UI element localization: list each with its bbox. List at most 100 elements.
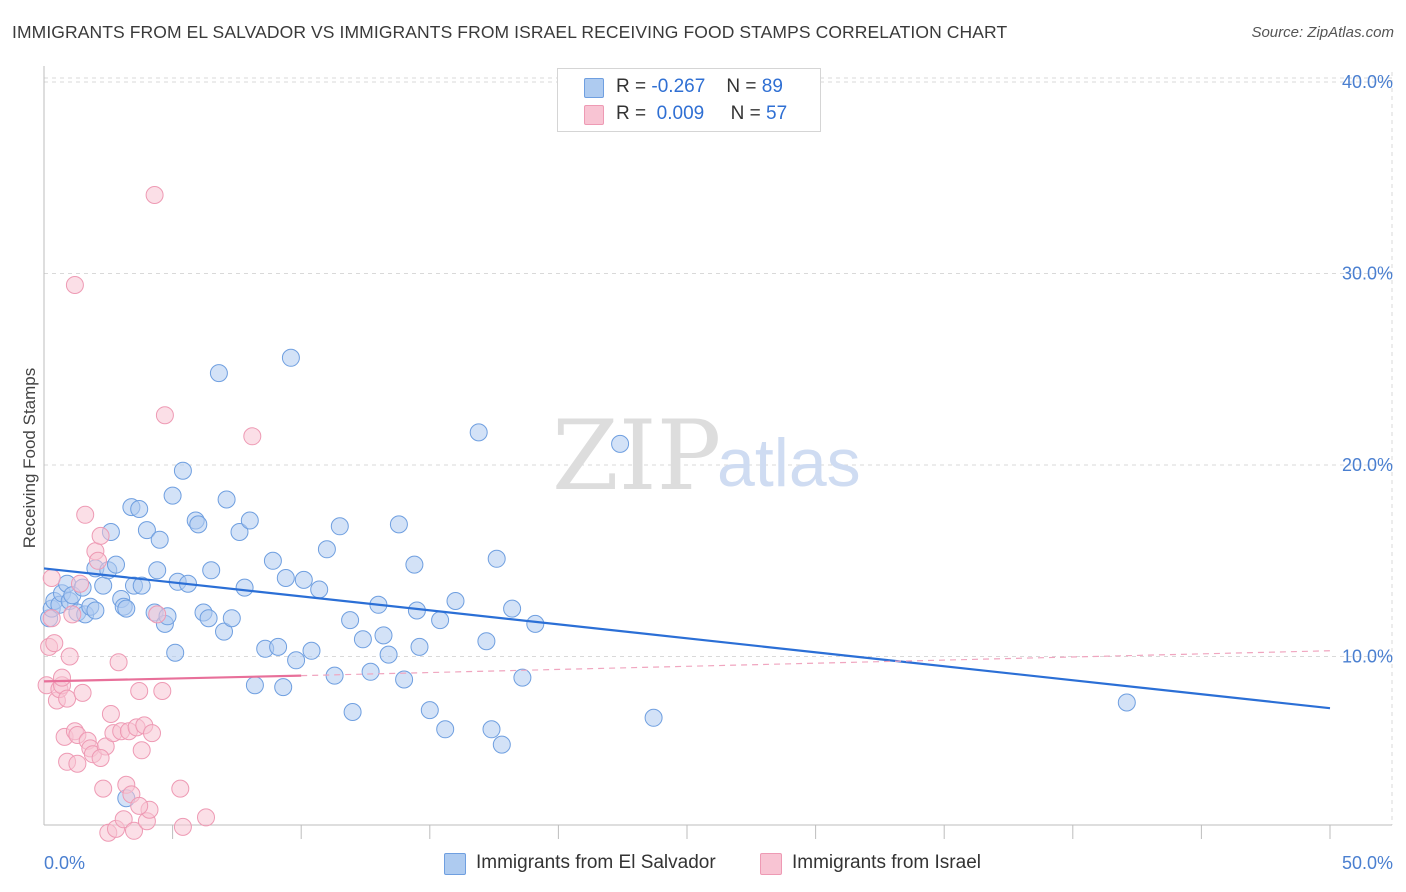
- legend-swatch-israel: [584, 105, 604, 125]
- el-salvador-point: [343, 703, 362, 721]
- el-salvador-point: [294, 570, 313, 589]
- el-salvador-point: [137, 521, 156, 540]
- israel-point: [155, 406, 174, 425]
- israel-point: [65, 276, 84, 294]
- israel-point: [171, 779, 190, 798]
- el-salvador-point: [163, 486, 182, 505]
- axes: [43, 66, 1392, 839]
- el-salvador-point: [209, 364, 228, 383]
- israel-point: [94, 779, 113, 798]
- israel-point: [68, 754, 87, 773]
- el-salvador-point: [130, 500, 149, 518]
- israel-point: [63, 605, 82, 624]
- source-credit: Source: ZipAtlas.com: [1251, 24, 1394, 41]
- bottom-legend-label: Immigrants from El Salvador: [476, 852, 716, 873]
- israel-point: [73, 683, 92, 702]
- chart-title: IMMIGRANTS FROM EL SALVADOR VS IMMIGRANT…: [12, 22, 1008, 42]
- israel-point: [125, 821, 143, 840]
- el-salvador-point: [431, 611, 450, 630]
- x-tick-label: 50.0%: [1342, 853, 1393, 873]
- israel-point: [197, 808, 215, 827]
- el-salvador-point: [395, 670, 414, 689]
- el-salvador-point: [189, 515, 208, 534]
- israel-point: [145, 186, 164, 204]
- el-salvador-point: [276, 569, 295, 587]
- el-salvador-point: [148, 561, 167, 580]
- israel-point: [130, 682, 149, 700]
- bottom-legend-swatch-el-salvador: [444, 853, 466, 875]
- el-salvador-point: [353, 630, 372, 649]
- israel-point: [143, 724, 161, 743]
- el-salvador-point: [240, 511, 259, 530]
- el-salvador-point: [310, 580, 329, 599]
- israel-point: [130, 796, 149, 815]
- el-salvador-point: [274, 678, 293, 697]
- el-salvador-point: [215, 622, 233, 641]
- legend-n-value: 57: [766, 103, 788, 124]
- el-salvador-point: [281, 348, 300, 367]
- el-salvador-point: [263, 551, 282, 570]
- el-salvador-point: [325, 666, 344, 685]
- el-salvador-point: [217, 490, 236, 509]
- el-salvador-point: [644, 708, 663, 727]
- y-tick-label: 20.0%: [1342, 455, 1393, 475]
- israel-point: [243, 427, 262, 446]
- el-salvador-point: [503, 599, 522, 618]
- el-salvador-point: [269, 637, 288, 656]
- el-salvador-point: [410, 637, 429, 656]
- bottom-legend-label: Immigrants from Israel: [792, 852, 981, 873]
- israel-point: [42, 569, 61, 587]
- el-salvador-point: [132, 576, 151, 595]
- legend-swatch-el-salvador: [584, 78, 604, 98]
- el-salvador-point: [86, 601, 105, 620]
- watermark-atlas: atlas: [717, 425, 861, 501]
- israel-point: [53, 668, 71, 687]
- el-salvador-point: [317, 540, 336, 559]
- legend-r-label: R =: [616, 76, 647, 97]
- legend-r-value: -0.267: [651, 76, 706, 97]
- el-salvador-point: [379, 645, 398, 664]
- data-points: [37, 186, 1136, 842]
- el-salvador-point: [235, 578, 254, 597]
- el-salvador-point: [166, 643, 185, 662]
- el-salvador-point: [107, 555, 125, 574]
- israel-point: [114, 810, 133, 829]
- legend-n-label: N =: [730, 103, 761, 124]
- el-salvador-point: [287, 651, 306, 670]
- legend-r-value: 0.009: [656, 103, 705, 124]
- watermark: ZIP atlas: [552, 400, 861, 512]
- legend-n-label: N =: [726, 76, 757, 97]
- israel-trend-line: [43, 674, 302, 683]
- y-axis-label: Receiving Food Stamps: [20, 368, 39, 548]
- el-salvador-point: [389, 515, 408, 534]
- israel-point: [71, 574, 89, 593]
- el-salvador-point: [230, 523, 249, 541]
- y-tick-label: 40.0%: [1342, 72, 1393, 92]
- watermark-zip: ZIP: [552, 400, 721, 512]
- grid-lines: [44, 72, 1393, 825]
- el-salvador-point: [94, 576, 113, 595]
- el-salvador-point: [173, 461, 192, 480]
- israel-point: [101, 705, 120, 723]
- israel-point: [60, 647, 79, 666]
- el-salvador-point: [199, 609, 218, 628]
- israel-point: [153, 682, 172, 700]
- el-salvador-point: [420, 701, 439, 720]
- el-salvador-point: [150, 530, 169, 549]
- israel-point: [58, 689, 77, 708]
- stats-legend: R = -0.267 N = 89 R = 0.009 N = 57: [557, 68, 821, 132]
- el-salvador-point: [361, 662, 380, 681]
- israel-point: [76, 505, 95, 524]
- el-salvador-point: [202, 561, 221, 580]
- israel-trend-extension: [301, 650, 1331, 677]
- israel-point: [89, 551, 107, 570]
- bottom-legend-swatch-israel: [760, 853, 782, 875]
- israel-point: [173, 817, 192, 836]
- el-salvador-trend-line: [43, 567, 1331, 710]
- el-salvador-point: [341, 611, 360, 630]
- israel-point: [91, 749, 110, 767]
- el-salvador-point: [405, 555, 424, 574]
- trend-lines: [43, 567, 1331, 710]
- tick-labels: 10.0% 20.0% 30.0% 40.0% 0.0% 50.0%: [44, 72, 1393, 873]
